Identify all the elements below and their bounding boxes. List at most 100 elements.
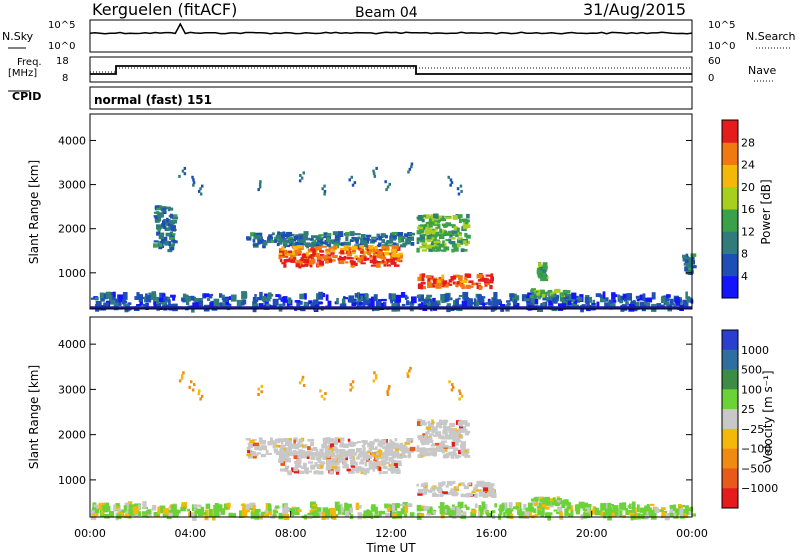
heatmap-cell — [278, 241, 283, 245]
heatmap-cell — [541, 498, 546, 503]
heatmap-cell — [464, 504, 467, 508]
heatmap-cell — [340, 250, 345, 255]
heatmap-cell — [380, 459, 384, 462]
heatmap-cell — [334, 437, 338, 442]
heatmap-cell — [298, 261, 303, 266]
heatmap-cell — [555, 288, 561, 293]
heatmap-cell — [323, 189, 327, 193]
y-tick-label: 3000 — [58, 179, 86, 192]
heatmap-cell — [480, 489, 485, 493]
nave-label: Nave — [748, 64, 776, 77]
heatmap-cell — [180, 506, 187, 512]
heatmap-cell — [259, 440, 265, 445]
heatmap-cell — [277, 240, 282, 243]
heatmap-cell — [367, 443, 373, 448]
heatmap-cell — [386, 240, 392, 244]
heatmap-cell — [450, 388, 454, 392]
heatmap-cell — [364, 461, 368, 467]
heatmap-cell — [153, 211, 157, 214]
heatmap-cell — [578, 501, 585, 509]
heatmap-cell — [416, 483, 419, 487]
heatmap-cell — [374, 511, 379, 515]
heatmap-cell — [595, 293, 602, 297]
heatmap-cell — [287, 297, 292, 304]
heatmap-cell — [597, 510, 603, 516]
heatmap-cell — [619, 300, 624, 304]
heatmap-cell — [565, 502, 570, 506]
heatmap-cell — [539, 498, 543, 502]
heatmap-cell — [633, 511, 637, 520]
heatmap-cell — [405, 240, 412, 244]
heatmap-cell — [428, 221, 433, 225]
noise-trace — [89, 22, 693, 35]
heatmap-cell — [213, 511, 220, 517]
heatmap-cell — [407, 170, 410, 174]
heatmap-cell — [362, 446, 366, 452]
heatmap-cell — [660, 296, 666, 303]
heatmap-cell — [537, 294, 541, 300]
heatmap-cell — [397, 453, 401, 458]
heatmap-cell — [543, 266, 548, 270]
heatmap-cell — [515, 295, 520, 301]
heatmap-cell — [288, 239, 294, 243]
heatmap-cell — [458, 295, 464, 297]
heatmap-cell — [262, 241, 268, 246]
heatmap-cell — [265, 503, 271, 510]
heatmap-cell — [187, 508, 191, 512]
heatmap-cell — [356, 448, 362, 453]
heatmap-cell — [685, 505, 689, 514]
heatmap-cell — [463, 249, 468, 252]
heatmap-cell — [684, 513, 689, 518]
heatmap-cell — [282, 454, 289, 458]
heatmap-cell — [691, 256, 695, 260]
heatmap-cell — [438, 278, 443, 282]
heatmap-cell — [325, 440, 331, 444]
heatmap-cell — [564, 508, 569, 516]
heatmap-cell — [429, 513, 435, 516]
heatmap-cell — [366, 511, 371, 515]
heatmap-cell — [363, 454, 369, 460]
heatmap-cell — [282, 511, 288, 514]
heatmap-cell — [163, 219, 169, 222]
heatmap-cell — [395, 503, 400, 509]
heatmap-cell — [113, 504, 117, 512]
heatmap-cell — [286, 301, 290, 308]
heatmap-cell — [392, 235, 397, 239]
heatmap-cell — [433, 213, 439, 219]
heatmap-cell — [270, 437, 273, 442]
heatmap-cell — [449, 490, 456, 494]
heatmap-cell — [494, 300, 498, 307]
x-tick-label: 00:00 — [676, 527, 708, 540]
heatmap-cell — [208, 509, 213, 517]
heatmap-cell — [438, 243, 445, 248]
heatmap-cell — [348, 178, 351, 182]
heatmap-cell — [105, 291, 112, 299]
heatmap-cell — [600, 503, 607, 511]
heatmap-cell — [375, 263, 381, 268]
heatmap-cell — [684, 257, 690, 261]
heatmap-cell — [312, 239, 317, 243]
heatmap-cell — [280, 440, 284, 445]
heatmap-cell — [423, 488, 426, 491]
heatmap-cell — [383, 451, 387, 457]
heatmap-cell — [458, 218, 462, 224]
heatmap-cell — [246, 236, 250, 240]
heatmap-cell — [208, 293, 214, 296]
heatmap-cell — [533, 294, 538, 299]
heatmap-cell — [325, 248, 329, 252]
heatmap-cell — [427, 224, 430, 228]
heatmap-cell — [659, 304, 665, 308]
heatmap-cell — [302, 462, 307, 468]
heatmap-cell — [672, 512, 677, 517]
heatmap-cell — [625, 508, 629, 515]
heatmap-cell — [199, 192, 203, 196]
heatmap-cell — [185, 296, 191, 302]
heatmap-cell — [466, 234, 471, 239]
heatmap-cell — [391, 459, 396, 463]
heatmap-cell — [364, 470, 367, 476]
heatmap-cell — [351, 457, 356, 461]
heatmap-cell — [649, 503, 655, 506]
heatmap-cell — [338, 231, 344, 237]
heatmap-cell — [427, 281, 432, 286]
